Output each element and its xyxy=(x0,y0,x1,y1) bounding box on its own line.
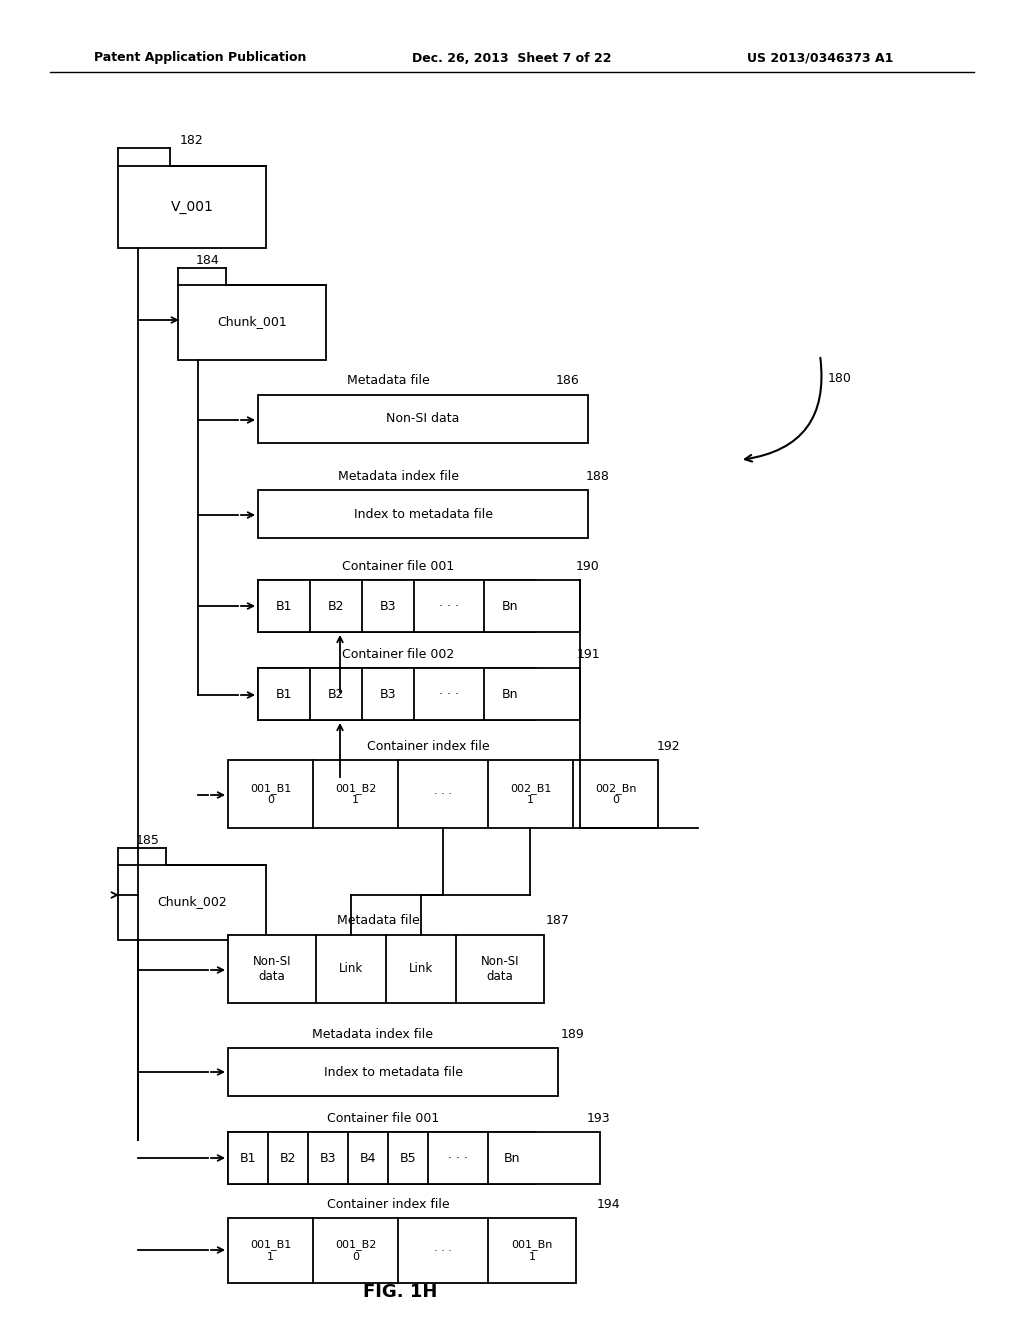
Text: Non-SI
data: Non-SI data xyxy=(480,954,519,983)
Text: Container index file: Container index file xyxy=(367,739,489,752)
Text: · · ·: · · · xyxy=(449,1151,468,1164)
Text: 194: 194 xyxy=(596,1197,620,1210)
Text: Link: Link xyxy=(409,962,433,975)
Text: 002_Bn
0: 002_Bn 0 xyxy=(595,783,636,805)
Text: US 2013/0346373 A1: US 2013/0346373 A1 xyxy=(746,51,893,65)
Text: B1: B1 xyxy=(240,1151,256,1164)
Bar xyxy=(258,579,580,632)
Text: B2: B2 xyxy=(328,599,344,612)
Text: Non-SI
data: Non-SI data xyxy=(253,954,291,983)
Text: Bn: Bn xyxy=(502,599,518,612)
Bar xyxy=(228,760,658,828)
Bar xyxy=(228,1133,600,1184)
Text: 190: 190 xyxy=(577,560,600,573)
Text: Index to metadata file: Index to metadata file xyxy=(324,1065,463,1078)
Text: B5: B5 xyxy=(399,1151,417,1164)
Bar xyxy=(178,285,326,360)
Text: B1: B1 xyxy=(275,688,292,701)
Text: Index to metadata file: Index to metadata file xyxy=(353,507,493,520)
Text: 001_B1
0: 001_B1 0 xyxy=(250,783,291,805)
Text: Bn: Bn xyxy=(504,1151,520,1164)
Text: Metadata index file: Metadata index file xyxy=(312,1027,433,1040)
Text: 187: 187 xyxy=(546,915,570,928)
Text: · · ·: · · · xyxy=(434,1246,452,1255)
Text: 182: 182 xyxy=(180,133,204,147)
Text: B2: B2 xyxy=(328,688,344,701)
Text: 184: 184 xyxy=(197,253,220,267)
Text: 185: 185 xyxy=(136,833,160,846)
Text: Container file 001: Container file 001 xyxy=(327,1111,439,1125)
Text: 001_B2
0: 001_B2 0 xyxy=(335,1239,376,1262)
Text: B3: B3 xyxy=(380,688,396,701)
Text: Chunk_002: Chunk_002 xyxy=(157,895,227,908)
Bar xyxy=(118,865,266,940)
Text: · · ·: · · · xyxy=(434,789,452,799)
Text: 180: 180 xyxy=(828,371,852,384)
Text: 001_B2
1: 001_B2 1 xyxy=(335,783,376,805)
Bar xyxy=(258,668,580,719)
Text: Metadata file: Metadata file xyxy=(347,375,429,388)
Text: Container index file: Container index file xyxy=(327,1197,450,1210)
Text: Metadata index file: Metadata index file xyxy=(338,470,459,483)
Text: Non-SI data: Non-SI data xyxy=(386,412,460,425)
Text: Chunk_001: Chunk_001 xyxy=(217,315,287,329)
Text: B1: B1 xyxy=(275,599,292,612)
Bar xyxy=(258,668,536,719)
Text: 188: 188 xyxy=(586,470,610,483)
Bar xyxy=(228,1133,536,1184)
Text: FIG. 1H: FIG. 1H xyxy=(362,1283,437,1302)
Bar xyxy=(258,490,588,539)
Bar xyxy=(228,1048,558,1096)
Text: Container file 001: Container file 001 xyxy=(342,560,454,573)
Text: B3: B3 xyxy=(380,599,396,612)
Bar xyxy=(118,166,266,248)
Text: 191: 191 xyxy=(577,648,600,660)
Text: 189: 189 xyxy=(561,1027,585,1040)
Text: · · ·: · · · xyxy=(439,599,459,612)
Text: · · ·: · · · xyxy=(439,688,459,701)
Text: Link: Link xyxy=(339,962,364,975)
Text: B3: B3 xyxy=(319,1151,336,1164)
Text: Container file 002: Container file 002 xyxy=(342,648,454,660)
Text: 192: 192 xyxy=(656,739,680,752)
Bar xyxy=(228,1218,575,1283)
Text: 193: 193 xyxy=(586,1111,610,1125)
Text: Dec. 26, 2013  Sheet 7 of 22: Dec. 26, 2013 Sheet 7 of 22 xyxy=(413,51,611,65)
Text: B2: B2 xyxy=(280,1151,296,1164)
Bar xyxy=(228,935,544,1003)
Bar xyxy=(258,395,588,444)
Text: 002_B1
1: 002_B1 1 xyxy=(510,783,551,805)
Text: V_001: V_001 xyxy=(171,201,213,214)
Text: 186: 186 xyxy=(556,375,580,388)
Text: 001_B1
1: 001_B1 1 xyxy=(250,1239,291,1262)
Text: B4: B4 xyxy=(359,1151,376,1164)
Bar xyxy=(258,579,536,632)
Text: 001_Bn
1: 001_Bn 1 xyxy=(511,1239,553,1262)
Text: Patent Application Publication: Patent Application Publication xyxy=(94,51,306,65)
Text: Metadata file: Metadata file xyxy=(337,915,420,928)
Text: Bn: Bn xyxy=(502,688,518,701)
